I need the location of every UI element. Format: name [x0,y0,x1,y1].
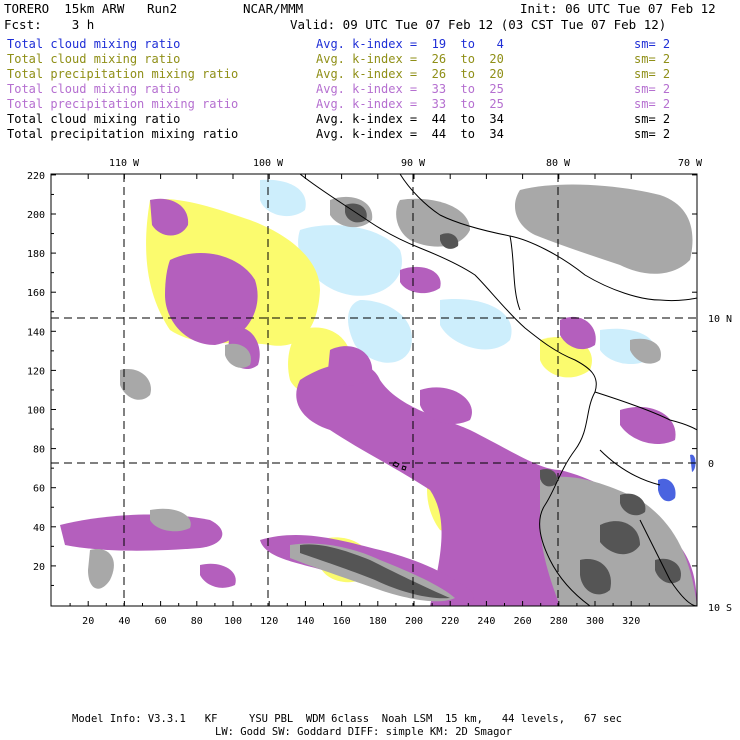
legend-kindex: Avg. k-index = 44 to 34 [316,127,504,141]
legend-kindex: Avg. k-index = 33 to 25 [316,82,504,96]
y-tick-label: 80 [33,445,45,456]
light-blue-cloud-areas [260,179,656,365]
legend-field: Total precipitation mixing ratio [7,127,239,141]
axis-ticks [51,174,697,606]
legend-sm: sm= 2 [634,52,671,66]
x-tick-label: 80 [191,616,203,627]
legend-sm: sm= 2 [634,127,671,141]
init-time: Init: 06 UTC Tue 07 Feb 12 [520,1,716,16]
field-layer [60,179,697,606]
x-tick-label: 60 [155,616,167,627]
legend-sm: sm= 2 [634,67,671,81]
legend-field: Total cloud mixing ratio [7,52,181,66]
y-tick-label: 160 [27,288,45,299]
legend-kindex: Avg. k-index = 26 to 20 [316,52,504,66]
legend-field: Total precipitation mixing ratio [7,97,239,111]
legend-sm: sm= 2 [634,37,671,51]
x-tick-label: 180 [369,616,387,627]
y-tick-label: 60 [33,484,45,495]
x-tick-label: 120 [260,616,278,627]
legend-field: Total precipitation mixing ratio [7,67,239,81]
y-tick-label: 120 [27,366,45,377]
lon-label: 90 W [401,158,426,169]
y-tick-label: 100 [27,406,45,417]
x-tick-label: 280 [550,616,568,627]
legend-kindex: Avg. k-index = 44 to 34 [316,112,504,126]
y-tick-label: 20 [33,562,45,573]
lat-label: 0 [708,459,714,470]
y-tick-label: 200 [27,210,45,221]
legend-kindex: Avg. k-index = 26 to 20 [316,67,504,81]
lat-label: 10 N [708,314,732,325]
legend-sm: sm= 2 [634,82,671,96]
x-tick-label: 320 [622,616,640,627]
coastlines [299,174,697,606]
lat-label: 10 S [708,603,732,614]
y-tick-label: 140 [27,327,45,338]
center-label: NCAR/MMM [243,1,304,16]
x-tick-label: 140 [296,616,314,627]
model-title: TORERO 15km ARW Run2 [4,1,178,16]
legend-sm: sm= 2 [634,112,671,126]
x-tick-label: 300 [586,616,604,627]
y-tick-label: 40 [33,523,45,534]
lon-label: 80 W [546,158,571,169]
x-tick-label: 160 [333,616,351,627]
legend-kindex: Avg. k-index = 33 to 25 [316,97,504,111]
x-tick-label: 200 [405,616,423,627]
legend-field: Total cloud mixing ratio [7,112,181,126]
legend-field: Total cloud mixing ratio [7,82,181,96]
y-tick-label: 180 [27,249,45,260]
valid-time: Valid: 09 UTC Tue 07 Feb 12 (03 CST Tue … [290,17,667,32]
lat-lon-grid [51,174,697,606]
blue-mixing-areas [658,454,696,502]
lon-label: 100 W [253,158,284,169]
x-tick-label: 240 [477,616,495,627]
y-tick-label: 220 [27,171,45,182]
legend-field: Total cloud mixing ratio [7,37,181,51]
x-tick-label: 260 [514,616,532,627]
forecast-hour: Fcst: 3 h [4,17,95,32]
legend-kindex: Avg. k-index = 19 to 4 [316,37,504,51]
lon-label: 110 W [109,158,140,169]
axis-tick-labels: 220 200 180 160 140 120 100 80 60 40 20 20 40 60 80 100… [27,158,732,627]
lon-label: 70 W [678,158,703,169]
x-tick-label: 20 [82,616,94,627]
model-info-line1: Model Info: V3.3.1 KF YSU PBL WDM 6class… [72,713,622,725]
model-info-line2: LW: Godd SW: Goddard DIFF: simple KM: 2D… [215,726,513,738]
x-tick-label: 40 [118,616,130,627]
x-tick-label: 220 [441,616,459,627]
x-tick-label: 100 [224,616,242,627]
legend-sm: sm= 2 [634,97,671,111]
